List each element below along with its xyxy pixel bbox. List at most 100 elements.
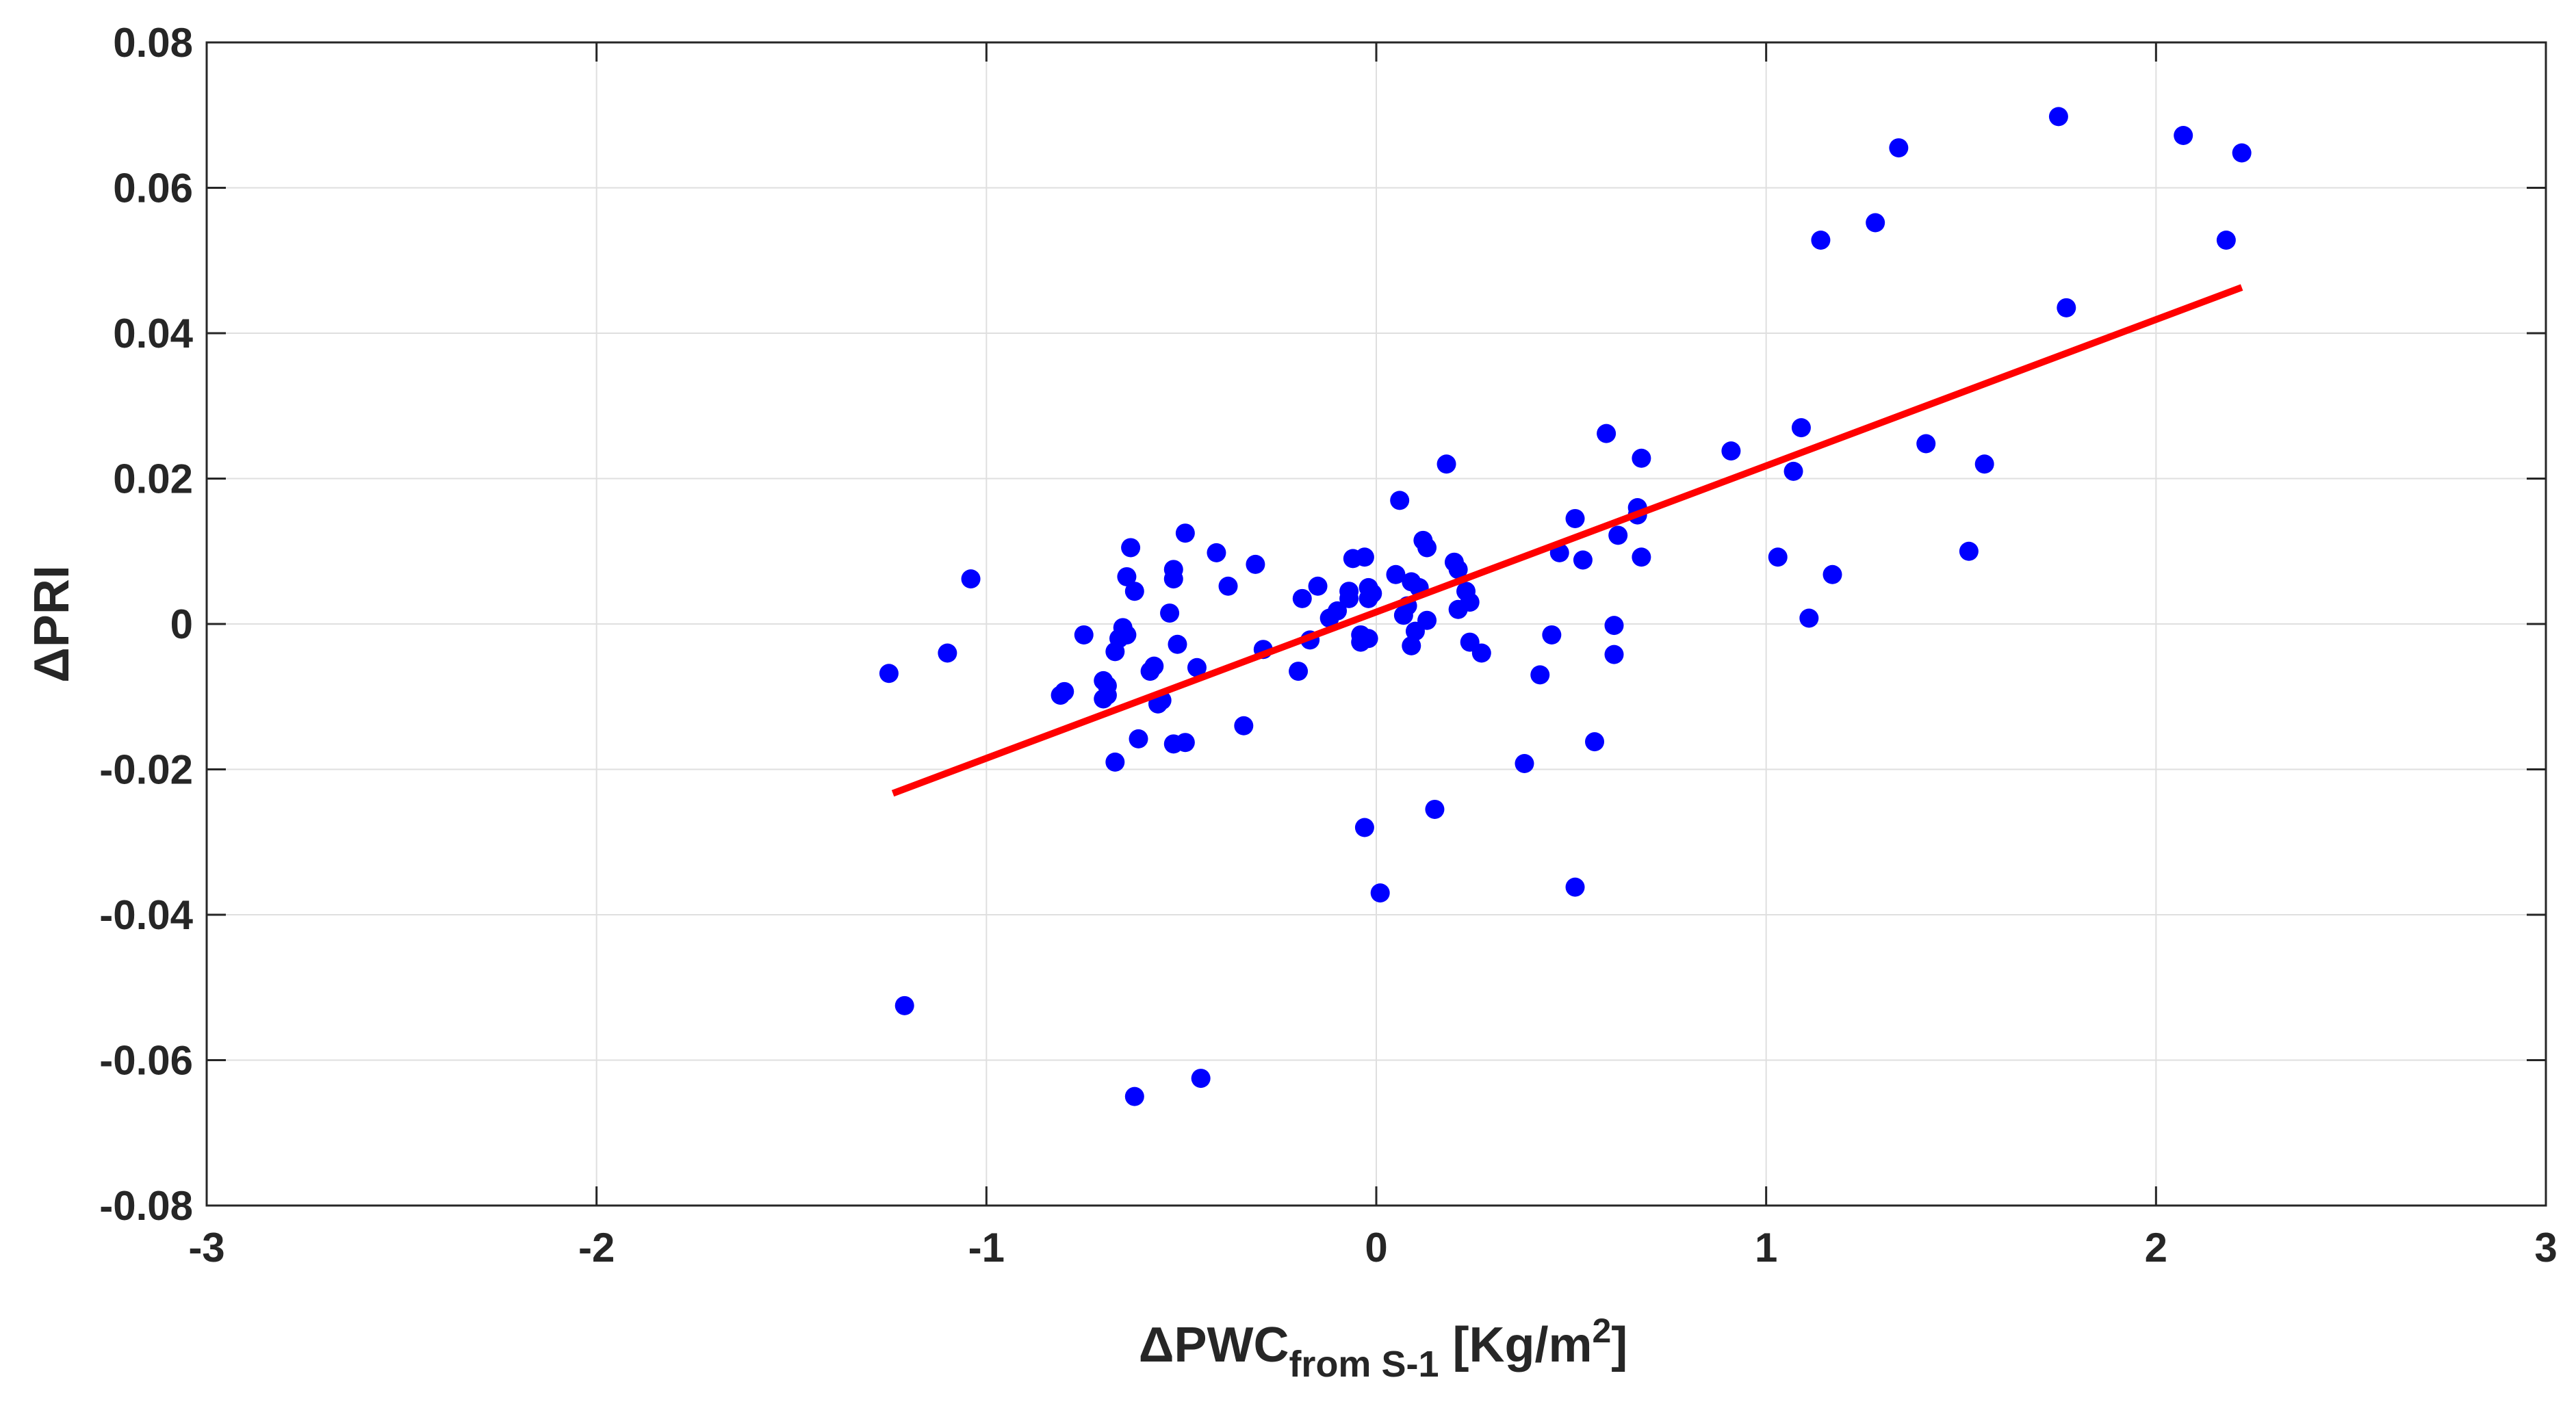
- scatter-point: [1866, 213, 1885, 233]
- scatter-point: [1448, 560, 1468, 580]
- scatter-point: [1386, 564, 1406, 584]
- scatter-point: [1604, 645, 1624, 664]
- scatter-point: [1074, 625, 1094, 645]
- x-axis-label-unit: [Kg/m: [1439, 1318, 1593, 1372]
- x-tick-label: -1: [968, 1225, 1005, 1271]
- scatter-point: [1417, 610, 1437, 630]
- scatter-point: [1117, 567, 1137, 586]
- scatter-point: [894, 995, 914, 1015]
- scatter-point: [1354, 547, 1374, 567]
- scatter-point: [1160, 603, 1180, 623]
- scatter-point: [1974, 454, 1994, 474]
- scatter-point: [1390, 491, 1410, 510]
- scatter-point: [1175, 523, 1195, 543]
- scatter-point: [1218, 576, 1238, 596]
- y-tick-label: -0.02: [99, 747, 193, 793]
- scatter-point: [1822, 564, 1842, 584]
- scatter-point: [1163, 569, 1183, 589]
- scatter-point: [2232, 143, 2252, 163]
- scatter-point: [1530, 665, 1550, 685]
- scatter-point: [1055, 681, 1074, 701]
- scatter-point: [1768, 547, 1788, 567]
- scatter-point: [1604, 616, 1624, 636]
- y-tick-label: 0.06: [113, 166, 193, 211]
- scatter-point: [1721, 441, 1741, 461]
- scatter-point: [1144, 656, 1164, 676]
- scatter-point: [1339, 588, 1359, 608]
- scatter-point: [1246, 554, 1265, 574]
- scatter-point: [1124, 1086, 1144, 1106]
- scatter-point: [1187, 658, 1207, 677]
- scatter-point: [1191, 1069, 1211, 1089]
- scatter-point: [2048, 107, 2068, 127]
- x-tick-label: 3: [2534, 1225, 2557, 1271]
- x-axis-label-unit-superscript: 2: [1592, 1312, 1611, 1350]
- scatter-point: [1597, 424, 1617, 443]
- scatter-point: [1889, 138, 1909, 158]
- y-axis-ticks: -0.08 -0.06 -0.04 -0.02 0 0.02 0.04 0.06 0.08: [99, 20, 2546, 1229]
- scatter-points: [879, 107, 2252, 1106]
- scatter-point: [1234, 716, 1254, 735]
- scatter-point: [1460, 593, 1480, 612]
- scatter-point: [2057, 298, 2076, 317]
- scatter-point: [1632, 448, 1651, 468]
- x-axis-label-unit-close: ]: [1611, 1318, 1627, 1372]
- x-tick-label: 2: [2145, 1225, 2167, 1271]
- y-axis-label: ΔPRI: [25, 565, 79, 683]
- x-tick-label: 1: [1755, 1225, 1777, 1271]
- scatter-point: [961, 569, 981, 589]
- x-axis-label: ΔPWCfrom S-1 [Kg/m2]: [1139, 1312, 1628, 1385]
- scatter-point: [1370, 883, 1390, 903]
- scatter-point: [1292, 588, 1312, 608]
- y-tick-label: 0.02: [113, 456, 193, 502]
- scatter-point: [1328, 601, 1348, 621]
- scatter-point: [1124, 582, 1144, 601]
- y-tick-label: 0.04: [113, 311, 193, 356]
- scatter-point: [1632, 547, 1651, 567]
- scatter-point: [1358, 629, 1378, 649]
- grid-lines: [207, 42, 2546, 1206]
- scatter-point: [1308, 576, 1328, 596]
- scatter-point: [2174, 126, 2193, 145]
- scatter-point: [1207, 543, 1226, 562]
- scatter-point: [1105, 752, 1125, 772]
- scatter-point: [1791, 418, 1811, 438]
- x-axis-label-subscript: from S-1: [1289, 1344, 1439, 1385]
- scatter-point: [1363, 584, 1382, 603]
- scatter-point: [1542, 625, 1562, 645]
- scatter-point: [879, 664, 899, 684]
- x-axis-label-prefix: ΔPWC: [1139, 1318, 1289, 1372]
- x-axis-ticks: -3 -2 -1 0 1 2 3: [188, 42, 2558, 1271]
- y-tick-label: 0.08: [113, 20, 193, 66]
- scatter-point: [1175, 733, 1195, 753]
- scatter-point: [1959, 541, 1979, 561]
- y-tick-label: 0: [170, 601, 193, 647]
- scatter-point: [1585, 732, 1605, 752]
- scatter-point: [1168, 634, 1187, 654]
- y-tick-label: -0.04: [99, 892, 193, 938]
- x-tick-label: 0: [1365, 1225, 1387, 1271]
- scatter-point: [1783, 461, 1803, 481]
- scatter-point: [1811, 231, 1831, 250]
- scatter-point: [1565, 877, 1585, 897]
- scatter-point: [938, 643, 957, 663]
- scatter-point: [1573, 550, 1593, 570]
- scatter-point: [1437, 454, 1456, 474]
- x-tick-label: -3: [188, 1225, 224, 1271]
- y-tick-label: -0.08: [99, 1183, 193, 1229]
- scatter-point: [1425, 799, 1445, 819]
- scatter-point: [1354, 818, 1374, 837]
- scatter-point: [1097, 686, 1117, 705]
- scatter-point: [1129, 729, 1148, 748]
- scatter-point: [1565, 508, 1585, 528]
- y-tick-label: -0.06: [99, 1038, 193, 1084]
- scatter-point: [1402, 636, 1421, 655]
- scatter-point: [1289, 662, 1309, 681]
- scatter-point: [1608, 525, 1628, 545]
- scatter-point: [1916, 434, 1936, 454]
- scatter-point: [1799, 608, 1819, 628]
- scatter-point: [2216, 231, 2236, 250]
- scatter-point: [1515, 754, 1534, 773]
